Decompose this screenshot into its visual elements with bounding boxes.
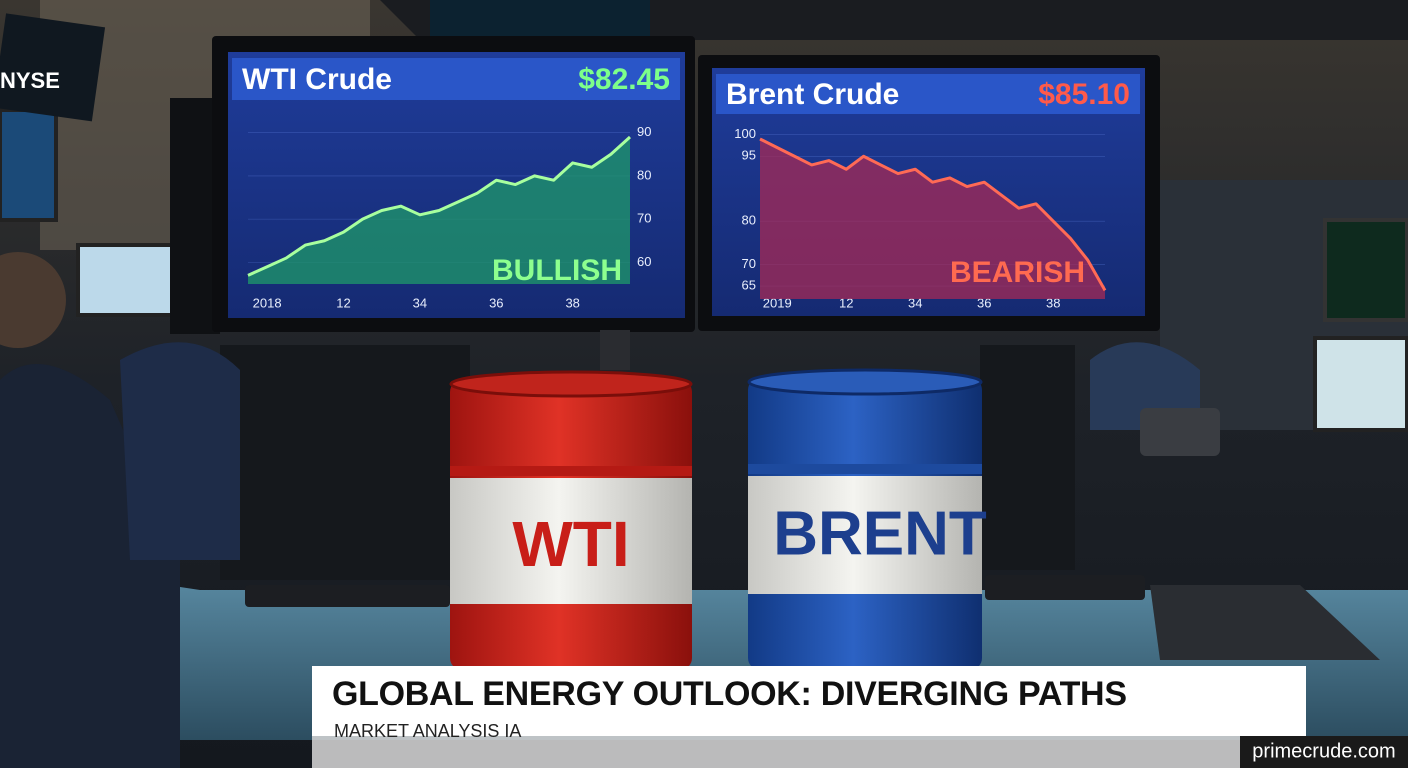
monitor-side (170, 98, 220, 334)
price-line (247, 135, 632, 277)
y-tick-label: 60 (637, 254, 651, 269)
barrel-band (450, 478, 692, 604)
y-tick-label: 65 (742, 277, 756, 292)
charts: WTI Crude $82.45 60 70 80 90 2018 12 34 36 38 BULLI… (232, 58, 1140, 310)
y-tick-label: 70 (637, 211, 651, 226)
area (760, 138, 1105, 299)
x-tick-label: 2019 (763, 295, 792, 310)
title-bar (232, 58, 680, 100)
back-monitor (76, 243, 180, 317)
desk-phone (1150, 585, 1380, 660)
monitor-stand (600, 330, 630, 370)
price-label: $82.45 (578, 63, 670, 96)
x-tick-label: 34 (908, 295, 922, 310)
x-tick-label: 34 (413, 295, 427, 310)
x-tick-label: 12 (839, 295, 853, 310)
barrel-lid (449, 370, 693, 398)
price-label: $85.10 (1038, 78, 1130, 111)
y-tick-label: 100 (734, 126, 756, 141)
y-tick-label: 80 (742, 213, 756, 228)
back-monitor (0, 108, 58, 222)
exchange-label: NYSE (0, 68, 60, 93)
back-monitor (1313, 336, 1408, 432)
site-badge (1240, 736, 1408, 768)
back-monitor (1323, 218, 1408, 322)
trend-annotation: BEARISH (950, 256, 1085, 289)
keyboard (245, 585, 450, 607)
barrel-rim (748, 464, 982, 474)
y-tick-label: 70 (742, 256, 756, 271)
x-tick-label: 36 (489, 295, 503, 310)
chart-title: WTI Crude (242, 63, 392, 96)
trader-head (0, 252, 66, 348)
subheadline: MARKET ANALYSIS IA (334, 721, 521, 741)
barrel-label: BRENT (773, 499, 987, 568)
x-tick-label: 38 (565, 295, 579, 310)
title-bar (716, 74, 1140, 114)
barrel-lid (747, 368, 983, 396)
desk-phone (1140, 408, 1220, 456)
chart-title: Brent Crude (726, 78, 899, 111)
headline-bar (312, 666, 1306, 736)
x-tick-label: 36 (977, 295, 991, 310)
y-tick-label: 80 (637, 167, 651, 182)
x-tick-label: 2018 (253, 295, 282, 310)
keyboard (985, 575, 1145, 600)
y-tick-label: 95 (742, 148, 756, 163)
y-tick-label: 90 (637, 124, 651, 139)
x-tick-label: 38 (1046, 295, 1060, 310)
monitor-back (220, 345, 470, 580)
barrel-rim (450, 466, 692, 476)
x-tick-label: 12 (336, 295, 350, 310)
site-url: primecrude.com (1252, 740, 1395, 762)
monitor-back (980, 345, 1075, 570)
barrel-label: WTI (512, 508, 629, 580)
subheadline-bar (312, 736, 1306, 768)
barrel-band (748, 476, 982, 594)
exchange-sign (0, 13, 106, 122)
price-line (759, 137, 1107, 292)
trader (120, 342, 240, 560)
headline: GLOBAL ENERGY OUTLOOK: DIVERGING PATHS (332, 675, 1127, 713)
trend-annotation: BULLISH (492, 254, 622, 287)
